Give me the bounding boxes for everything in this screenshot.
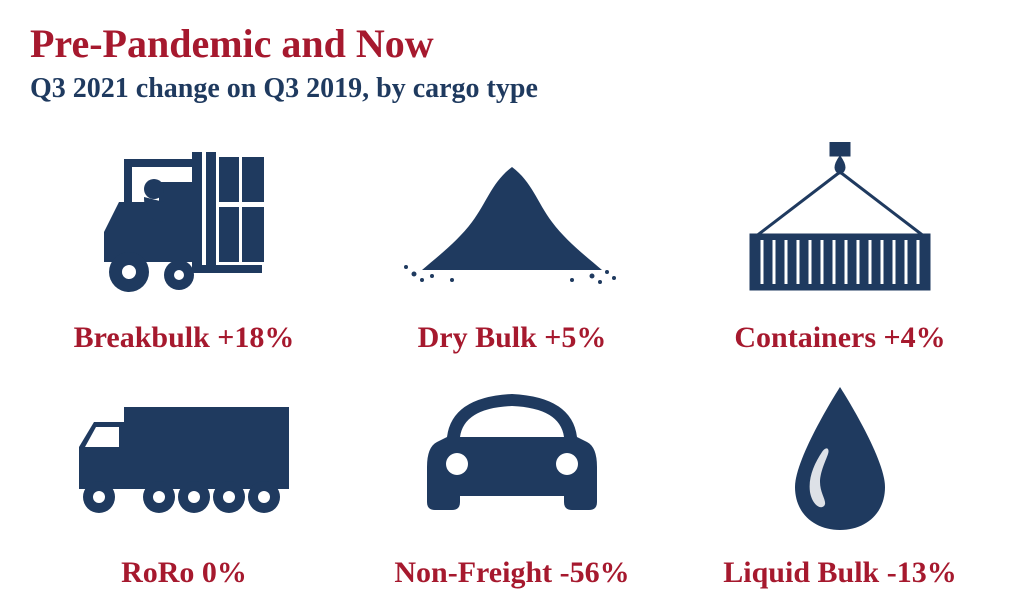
label-drybulk: Dry Bulk +5%	[418, 321, 607, 355]
truck-icon	[30, 365, 338, 548]
label-containers: Containers +4%	[734, 321, 945, 355]
cargo-grid: Breakbulk +18%	[30, 130, 994, 590]
cell-breakbulk: Breakbulk +18%	[30, 130, 338, 355]
drop-icon	[686, 365, 994, 548]
label-liquidbulk: Liquid Bulk -13%	[723, 556, 956, 590]
label-nonfreight: Non-Freight -56%	[394, 556, 629, 590]
cell-drybulk: Dry Bulk +5%	[358, 130, 666, 355]
forklift-icon	[30, 130, 338, 313]
label-roro: RoRo 0%	[121, 556, 247, 590]
label-breakbulk: Breakbulk +18%	[74, 321, 295, 355]
car-icon	[358, 365, 666, 548]
cell-roro: RoRo 0%	[30, 365, 338, 590]
cell-containers: Containers +4%	[686, 130, 994, 355]
container-icon	[686, 130, 994, 313]
page-subtitle: Q3 2021 change on Q3 2019, by cargo type	[30, 73, 994, 105]
page-title: Pre-Pandemic and Now	[30, 20, 994, 67]
cell-nonfreight: Non-Freight -56%	[358, 365, 666, 590]
cell-liquidbulk: Liquid Bulk -13%	[686, 365, 994, 590]
pile-icon	[358, 130, 666, 313]
